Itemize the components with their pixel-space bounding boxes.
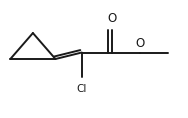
Text: O: O [135, 37, 145, 50]
Text: O: O [107, 12, 117, 25]
Text: Cl: Cl [77, 84, 87, 94]
